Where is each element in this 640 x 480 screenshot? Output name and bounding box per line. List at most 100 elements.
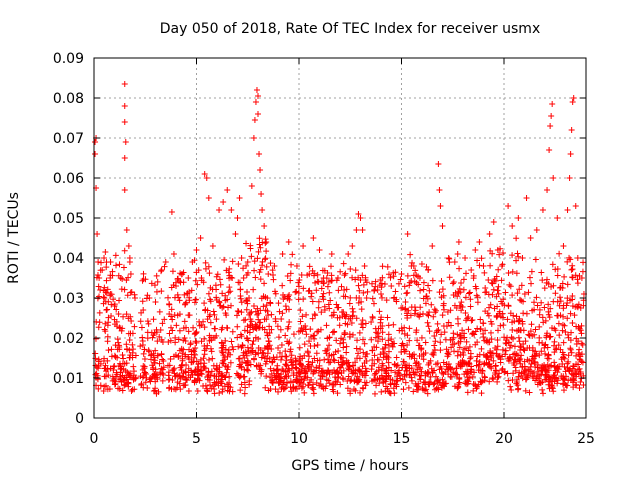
data-point: [362, 365, 369, 372]
data-point: [469, 373, 476, 380]
data-point: [497, 356, 504, 363]
data-point: [295, 383, 302, 390]
data-point: [290, 372, 297, 379]
data-point: [115, 385, 122, 392]
data-point: [242, 384, 249, 391]
data-point: [129, 330, 136, 337]
data-point: [113, 323, 120, 330]
data-point: [167, 356, 174, 363]
data-point: [255, 335, 262, 342]
data-point: [336, 322, 343, 329]
data-point: [453, 365, 460, 372]
data-point: [272, 290, 279, 297]
data-point: [356, 368, 363, 375]
data-point: [146, 295, 153, 301]
data-point: [401, 330, 408, 337]
data-point: [406, 337, 413, 344]
data-point: [242, 298, 249, 305]
data-point: [392, 269, 399, 276]
data-point: [336, 364, 343, 371]
x-tick-label: 5: [192, 431, 201, 447]
data-point: [574, 276, 581, 283]
data-point: [282, 368, 289, 375]
data-point: [274, 366, 281, 373]
data-point: [172, 373, 179, 380]
data-point: [425, 267, 432, 273]
data-point: [279, 251, 286, 257]
data-point: [456, 265, 463, 272]
data-point: [184, 290, 191, 297]
data-point: [425, 282, 432, 289]
data-point: [495, 327, 501, 334]
data-point: [539, 314, 546, 321]
data-point: [102, 382, 109, 389]
data-point: [283, 362, 290, 369]
data-point: [560, 305, 567, 312]
data-point: [416, 372, 423, 379]
data-point: [181, 291, 188, 298]
data-point: [521, 358, 528, 365]
data-point: [432, 338, 439, 345]
data-point: [213, 316, 220, 323]
data-point: [254, 311, 261, 318]
data-point: [387, 376, 394, 383]
data-point: [458, 299, 465, 306]
data-point: [205, 290, 212, 297]
data-point: [488, 336, 495, 343]
data-point: [97, 287, 104, 293]
data-point: [179, 361, 186, 368]
data-point: [275, 373, 282, 380]
data-point: [566, 254, 573, 261]
data-point: [486, 231, 493, 237]
data-point: [301, 367, 308, 374]
data-point: [398, 271, 405, 277]
data-point: [104, 366, 111, 373]
data-point: [318, 309, 325, 316]
data-point: [250, 337, 257, 344]
data-point: [95, 324, 102, 331]
data-point: [268, 311, 275, 318]
data-point: [335, 359, 342, 366]
data-point: [357, 389, 364, 396]
data-point: [494, 312, 501, 319]
data-point: [436, 289, 443, 296]
data-point: [532, 256, 539, 263]
data-point: [338, 354, 345, 361]
data-point: [445, 255, 452, 261]
data-point: [238, 344, 245, 351]
data-point: [194, 388, 201, 395]
data-point: [461, 346, 468, 353]
data-point: [107, 274, 114, 281]
data-point: [121, 247, 128, 254]
data-point: [375, 333, 382, 340]
data-point: [276, 349, 283, 356]
data-point: [429, 243, 436, 249]
data-point: [437, 203, 444, 209]
data-point: [439, 286, 446, 293]
data-point: [334, 379, 341, 386]
data-point: [431, 380, 438, 387]
data-point: [257, 266, 264, 273]
data-point: [528, 268, 535, 275]
data-point: [462, 309, 469, 316]
data-point: [313, 287, 320, 294]
data-point: [160, 364, 167, 371]
data-point: [487, 329, 494, 336]
data-point: [211, 385, 218, 392]
data-point: [400, 358, 407, 365]
data-point: [376, 375, 383, 382]
data-point: [478, 379, 485, 386]
data-point: [549, 261, 556, 268]
data-point: [361, 340, 368, 347]
data-point: [126, 336, 133, 343]
data-point: [216, 389, 223, 396]
data-point: [547, 123, 554, 129]
data-point: [480, 361, 487, 368]
data-point: [450, 291, 457, 298]
data-point: [100, 388, 107, 395]
data-point: [520, 341, 527, 348]
data-point: [251, 117, 258, 123]
data-point: [419, 310, 426, 317]
data-point: [158, 267, 165, 273]
data-point: [564, 207, 571, 213]
